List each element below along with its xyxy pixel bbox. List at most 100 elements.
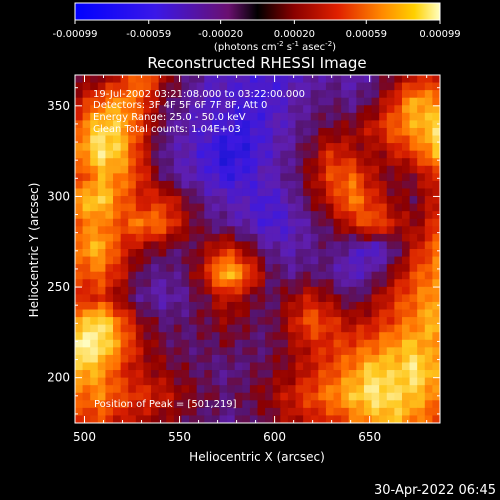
heatmap-cell bbox=[409, 354, 418, 364]
heatmap-cell bbox=[303, 241, 312, 250]
heatmap-cell bbox=[295, 158, 304, 167]
heatmap-cell bbox=[75, 105, 84, 114]
heatmap-cell bbox=[341, 324, 350, 333]
heatmap-cell bbox=[204, 105, 213, 114]
heatmap-cell bbox=[75, 226, 84, 235]
heatmap-cell bbox=[401, 354, 411, 364]
heatmap-cell bbox=[303, 392, 312, 401]
heatmap-cell bbox=[341, 97, 350, 106]
heatmap-cell bbox=[409, 301, 418, 311]
heatmap-cell bbox=[341, 294, 350, 303]
heatmap-cell bbox=[310, 150, 319, 159]
heatmap-cell bbox=[211, 256, 221, 265]
heatmap-cell bbox=[105, 385, 114, 394]
heatmap-cell bbox=[189, 271, 198, 280]
heatmap-cell bbox=[409, 135, 418, 144]
heatmap-cell bbox=[280, 354, 289, 364]
heatmap-cell bbox=[227, 226, 236, 235]
heatmap-cell bbox=[257, 180, 266, 190]
heatmap-cell bbox=[219, 407, 228, 417]
heatmap-cell bbox=[379, 158, 388, 167]
heatmap-cell bbox=[424, 211, 433, 220]
heatmap-cell bbox=[257, 112, 266, 121]
heatmap-cell bbox=[211, 196, 221, 205]
heatmap-cell bbox=[249, 370, 259, 379]
heatmap-cell bbox=[90, 241, 99, 250]
heatmap-cell bbox=[318, 370, 327, 379]
heatmap-cell bbox=[166, 347, 175, 356]
heatmap-cell bbox=[409, 97, 418, 106]
heatmap-cell bbox=[105, 150, 114, 159]
heatmap-cell bbox=[173, 324, 183, 333]
heatmap-cell bbox=[158, 233, 167, 243]
heatmap-cell bbox=[265, 271, 274, 280]
heatmap-cell bbox=[82, 112, 91, 121]
heatmap-cell bbox=[128, 317, 137, 326]
heatmap-cell bbox=[181, 97, 190, 106]
heatmap-cell bbox=[257, 97, 266, 106]
heatmap-cell bbox=[325, 165, 335, 174]
heatmap-cell bbox=[135, 196, 145, 205]
heatmap-cell bbox=[234, 173, 243, 182]
heatmap-cell bbox=[303, 324, 312, 333]
heatmap-cell bbox=[394, 82, 403, 91]
heatmap-cell bbox=[333, 256, 342, 265]
heatmap-cell bbox=[356, 271, 365, 280]
heatmap-cell bbox=[325, 385, 335, 394]
heatmap-cell bbox=[265, 354, 274, 364]
heatmap-cell bbox=[75, 158, 84, 167]
heatmap-cell bbox=[189, 158, 198, 167]
heatmap-cell bbox=[318, 339, 327, 348]
heatmap-cell bbox=[234, 211, 243, 220]
heatmap-cell bbox=[189, 165, 198, 174]
heatmap-cell bbox=[90, 286, 99, 295]
heatmap-cell bbox=[249, 354, 259, 364]
heatmap-cell bbox=[219, 173, 228, 182]
heatmap-cell bbox=[348, 249, 357, 258]
heatmap-cell bbox=[219, 211, 228, 220]
heatmap-cell bbox=[158, 385, 167, 394]
heatmap-cell bbox=[211, 370, 221, 379]
heatmap-cell bbox=[371, 241, 380, 250]
heatmap-cell bbox=[417, 127, 426, 137]
heatmap-cell bbox=[409, 150, 418, 159]
heatmap-cell bbox=[371, 264, 380, 273]
heatmap-cell bbox=[234, 339, 243, 348]
heatmap-cell bbox=[348, 218, 357, 227]
heatmap-cell bbox=[166, 112, 175, 121]
heatmap-cell bbox=[348, 233, 357, 243]
heatmap-cell bbox=[204, 286, 213, 295]
heatmap-cell bbox=[143, 317, 152, 326]
heatmap-cell bbox=[265, 392, 274, 401]
heatmap-cell bbox=[280, 150, 289, 159]
heatmap-cell bbox=[105, 407, 114, 417]
heatmap-cell bbox=[90, 256, 99, 265]
peak-position-label: Position of Peak = [501,219] bbox=[94, 399, 237, 410]
heatmap-cell bbox=[189, 82, 198, 91]
heatmap-cell bbox=[158, 127, 167, 137]
heatmap-cell bbox=[348, 392, 357, 401]
heatmap-cell bbox=[417, 400, 426, 409]
heatmap-cell bbox=[363, 112, 373, 121]
heatmap-cell bbox=[363, 317, 373, 326]
heatmap-cell bbox=[90, 112, 99, 121]
heatmap-cell bbox=[409, 385, 418, 394]
heatmap-cell bbox=[204, 370, 213, 379]
heatmap-cell bbox=[386, 143, 395, 152]
heatmap-cell bbox=[363, 370, 373, 379]
heatmap-cell bbox=[143, 105, 152, 114]
heatmap-cell bbox=[333, 120, 342, 129]
heatmap-cell bbox=[173, 339, 183, 348]
heatmap-cell bbox=[363, 385, 373, 394]
heatmap-cell bbox=[371, 279, 380, 288]
heatmap-cell bbox=[325, 120, 335, 129]
heatmap-cell bbox=[417, 264, 426, 273]
heatmap-cell bbox=[303, 90, 312, 99]
heatmap-cell bbox=[310, 407, 319, 417]
heatmap-cell bbox=[333, 301, 342, 311]
heatmap-cell bbox=[257, 226, 266, 235]
heatmap-cell bbox=[143, 241, 152, 250]
heatmap-cell bbox=[120, 233, 129, 243]
heatmap-cell bbox=[242, 362, 251, 371]
heatmap-cell bbox=[90, 90, 99, 99]
